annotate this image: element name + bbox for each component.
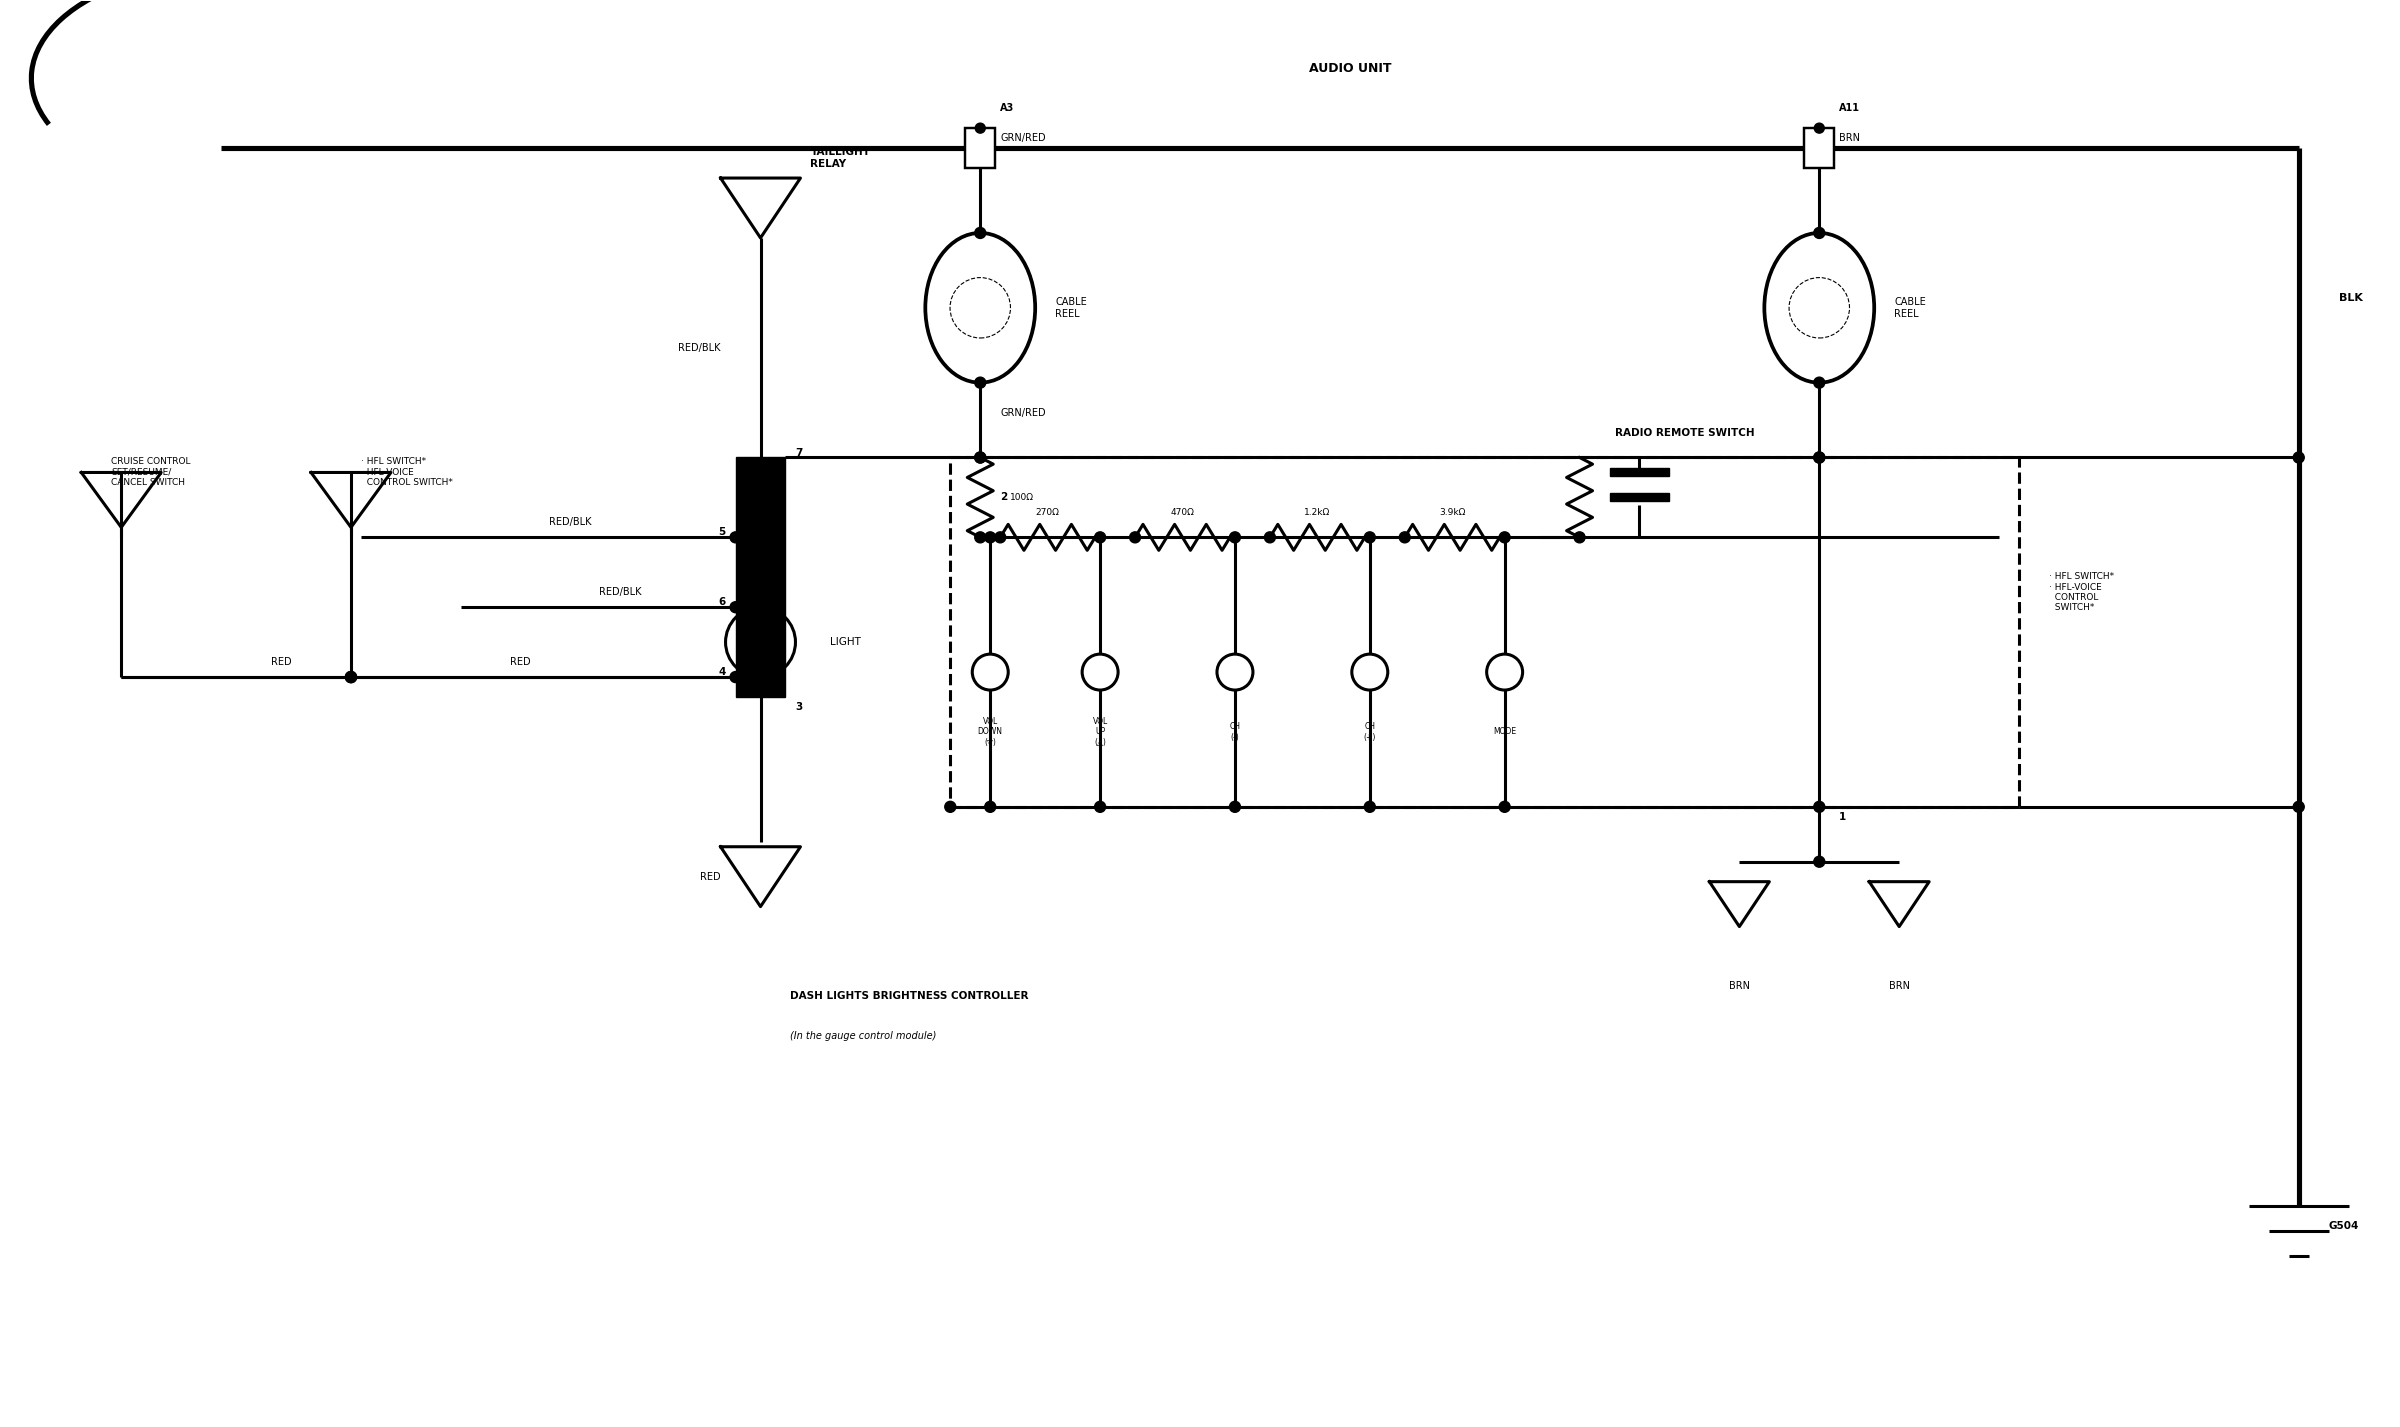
Circle shape xyxy=(346,672,358,682)
Text: RED/BLK: RED/BLK xyxy=(550,518,593,528)
Text: RADIO REMOTE SWITCH: RADIO REMOTE SWITCH xyxy=(1615,428,1754,438)
Circle shape xyxy=(1814,452,1824,462)
Text: 6: 6 xyxy=(718,598,725,608)
Circle shape xyxy=(1130,532,1140,542)
Circle shape xyxy=(984,802,996,812)
Bar xyxy=(1805,128,1834,168)
Text: CH
(-): CH (-) xyxy=(1229,722,1241,742)
Text: A11: A11 xyxy=(1838,103,1860,113)
Circle shape xyxy=(946,802,955,812)
Text: (In the gauge control module): (In the gauge control module) xyxy=(790,1032,936,1042)
Text: RED: RED xyxy=(701,872,720,882)
Text: VOL
DOWN
(▽): VOL DOWN (▽) xyxy=(977,716,1003,746)
Circle shape xyxy=(1265,532,1274,542)
Circle shape xyxy=(346,672,358,682)
Circle shape xyxy=(1229,532,1241,542)
Circle shape xyxy=(974,452,986,462)
Circle shape xyxy=(994,532,1006,542)
Circle shape xyxy=(974,227,986,238)
Text: 470Ω: 470Ω xyxy=(1171,508,1195,517)
Circle shape xyxy=(346,672,358,682)
Circle shape xyxy=(1574,532,1584,542)
Bar xyxy=(1610,468,1670,477)
Circle shape xyxy=(730,672,742,682)
Circle shape xyxy=(1229,802,1241,812)
Circle shape xyxy=(2294,452,2304,462)
Text: 10kΩ: 10kΩ xyxy=(1610,492,1632,502)
Circle shape xyxy=(1814,227,1824,238)
Circle shape xyxy=(1399,532,1411,542)
Text: GRN/RED: GRN/RED xyxy=(1001,408,1046,418)
Text: MODE: MODE xyxy=(1493,728,1517,736)
Text: A3: A3 xyxy=(1001,103,1015,113)
Circle shape xyxy=(2294,802,2304,812)
Text: 1.2kΩ: 1.2kΩ xyxy=(1303,508,1330,517)
Text: 3: 3 xyxy=(794,702,802,712)
Circle shape xyxy=(974,377,986,388)
Circle shape xyxy=(1814,802,1824,812)
Circle shape xyxy=(974,123,986,133)
Text: TAILLIGHT
RELAY: TAILLIGHT RELAY xyxy=(811,147,871,168)
Text: 7: 7 xyxy=(794,448,804,458)
Circle shape xyxy=(1814,123,1824,133)
Circle shape xyxy=(730,602,742,612)
Text: 4: 4 xyxy=(718,666,725,676)
Text: BRN: BRN xyxy=(1838,133,1860,143)
Text: VOL
UP
(△): VOL UP (△) xyxy=(1092,716,1109,746)
Text: LIGHT: LIGHT xyxy=(830,636,862,646)
Bar xyxy=(950,458,2018,806)
Circle shape xyxy=(1814,856,1824,868)
Text: 1: 1 xyxy=(1838,812,1846,822)
Circle shape xyxy=(1814,452,1824,462)
Text: · HFL SWITCH*
· HFL-VOICE
  CONTROL
  SWITCH*: · HFL SWITCH* · HFL-VOICE CONTROL SWITCH… xyxy=(2050,572,2114,612)
Circle shape xyxy=(1814,377,1824,388)
Text: 5: 5 xyxy=(718,528,725,538)
Text: AUDIO UNIT: AUDIO UNIT xyxy=(1308,61,1392,74)
Text: G504: G504 xyxy=(2328,1222,2359,1232)
Circle shape xyxy=(1500,532,1510,542)
Text: RED/BLK: RED/BLK xyxy=(600,588,641,598)
Text: CRUISE CONTROL
SET/RESUME/
CANCEL SWITCH: CRUISE CONTROL SET/RESUME/ CANCEL SWITCH xyxy=(110,458,190,487)
Bar xyxy=(1610,494,1670,501)
Text: 100Ω: 100Ω xyxy=(1010,492,1034,502)
Circle shape xyxy=(1094,532,1106,542)
Text: RED: RED xyxy=(511,656,530,666)
Text: CH
(+): CH (+) xyxy=(1363,722,1375,742)
Bar xyxy=(734,458,785,696)
Text: · HFL SWITCH*
· HFL-VOICE
  CONTROL SWITCH*: · HFL SWITCH* · HFL-VOICE CONTROL SWITCH… xyxy=(360,458,454,487)
Text: DASH LIGHTS BRIGHTNESS CONTROLLER: DASH LIGHTS BRIGHTNESS CONTROLLER xyxy=(790,992,1030,1002)
Circle shape xyxy=(1094,802,1106,812)
Text: RED/BLK: RED/BLK xyxy=(679,342,720,352)
Text: 3.9kΩ: 3.9kΩ xyxy=(1440,508,1466,517)
Circle shape xyxy=(730,532,742,542)
Circle shape xyxy=(1363,532,1375,542)
Text: CABLE
REEL: CABLE REEL xyxy=(1894,297,1925,318)
Text: BRN: BRN xyxy=(1889,982,1910,992)
Circle shape xyxy=(1363,802,1375,812)
Text: GRN/RED: GRN/RED xyxy=(1001,133,1046,143)
Text: BRN: BRN xyxy=(1728,982,1750,992)
Text: CABLE
REEL: CABLE REEL xyxy=(1056,297,1087,318)
Text: RED: RED xyxy=(271,656,290,666)
Circle shape xyxy=(984,532,996,542)
Text: 2: 2 xyxy=(1001,492,1008,502)
Circle shape xyxy=(1500,802,1510,812)
Text: 270Ω: 270Ω xyxy=(1037,508,1061,517)
Text: BLK: BLK xyxy=(2338,293,2362,303)
Circle shape xyxy=(974,452,986,462)
Circle shape xyxy=(974,532,986,542)
Bar xyxy=(965,128,996,168)
